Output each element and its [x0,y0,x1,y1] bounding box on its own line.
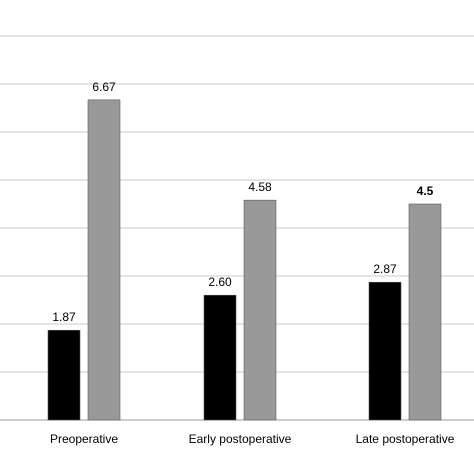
value-label-series2-late-postoperative: 4.5 [417,184,434,198]
bar-series1-preoperative [47,329,81,421]
category-label-preoperative: Preoperative [50,432,118,446]
value-label-series1-preoperative: 1.87 [52,310,76,324]
category-label-early-postoperative: Early postoperative [189,432,292,446]
value-label-series1-early-postoperative: 2.60 [208,275,232,289]
category-labels: Preoperative Early postoperative Late post… [50,432,455,446]
value-label-series2-preoperative: 6.67 [92,80,116,94]
bar-series2-preoperative [87,99,121,421]
value-labels: 1.87 6.67 2.60 4.58 2.87 4.5 [52,80,433,324]
category-label-late-postoperative: Late postoperative [356,432,455,446]
bar-series2-late-postoperative [408,203,442,421]
bar-series2-early-postoperative [243,199,277,421]
bar-series1-late-postoperative [368,281,402,421]
value-label-series2-early-postoperative: 4.58 [248,180,272,194]
value-label-series1-late-postoperative: 2.87 [373,262,397,276]
bars [47,99,442,421]
bar-series1-early-postoperative [203,294,237,421]
